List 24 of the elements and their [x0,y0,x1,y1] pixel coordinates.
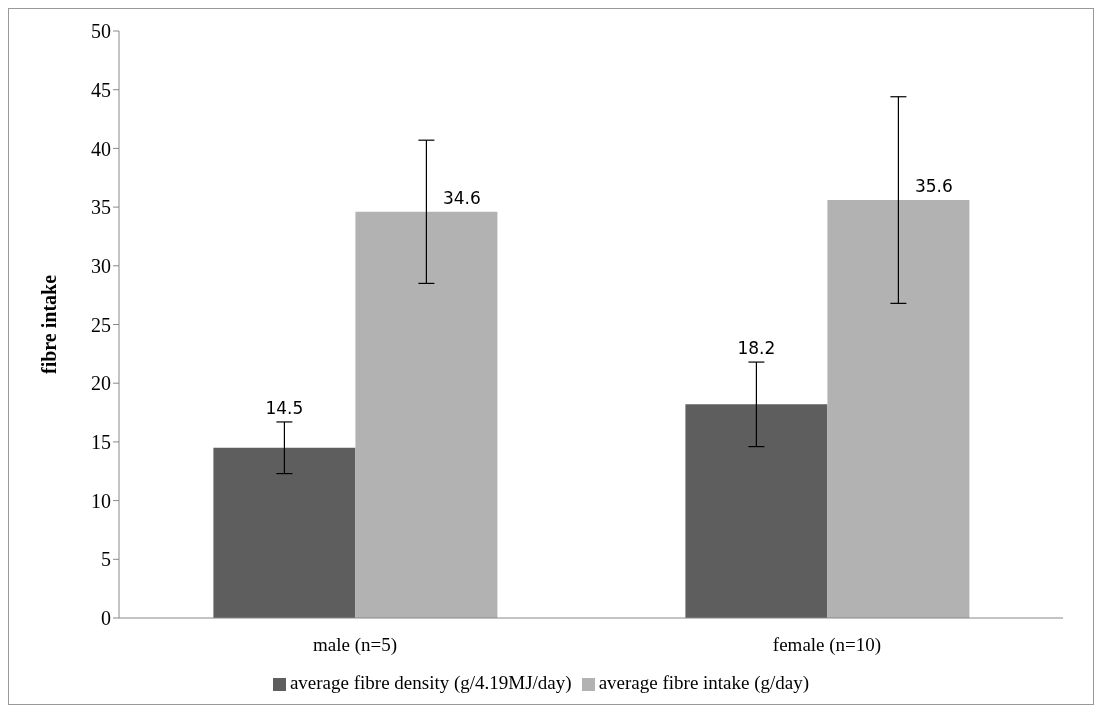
bar [355,211,498,618]
y-tick-label: 25 [91,313,111,336]
data-label: 35.6 [914,176,953,197]
data-label: 14.5 [265,397,304,418]
y-tick-label: 15 [91,431,111,453]
y-tick-label: 20 [91,372,111,395]
data-label: 18.2 [737,338,776,359]
y-tick-label: 45 [91,78,111,101]
x-tick-label: female (n=10) [772,634,882,657]
y-axis-title: fibre intake [38,274,61,375]
legend-label: average fibre density (g/4.19MJ/day) [289,672,572,693]
bar [213,447,356,618]
x-tick-label: male (n=5) [312,634,398,657]
y-tick-label: 35 [91,196,111,219]
legend-label: average fibre intake (g/day) [598,672,810,693]
bar [685,404,828,618]
y-tick-label: 0 [101,607,111,630]
y-tick-label: 50 [91,20,111,43]
y-tick-label: 40 [91,137,111,160]
bar [827,200,970,618]
y-tick-label: 10 [91,489,111,512]
data-label: 34.6 [442,187,481,208]
y-tick-label: 5 [101,548,111,571]
y-tick-label: 30 [91,254,111,277]
